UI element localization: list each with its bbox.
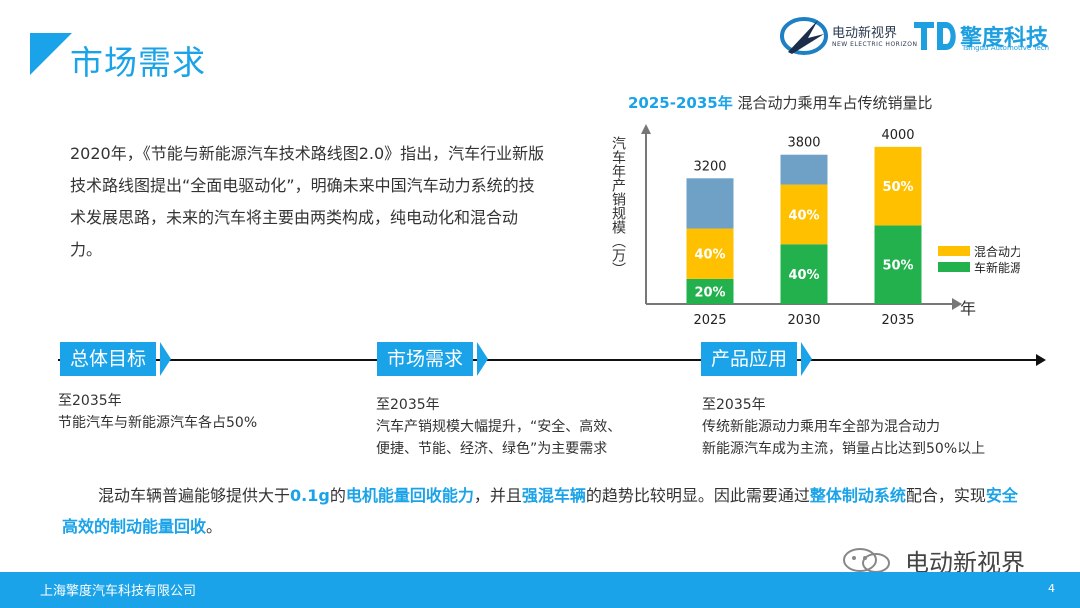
intro-paragraph: 2020年，《节能与新能源汽车技术路线图2.0》指出，汽车行业新版技术路线图提出… (70, 144, 545, 259)
page-title: 市场需求 (70, 43, 206, 82)
company-logo-name: 擎度科技 (960, 26, 1049, 51)
bar-data-label: 50% (882, 180, 913, 195)
legend-label: 车新能源汽车 (974, 260, 1020, 275)
bar-data-label: 20% (694, 285, 725, 300)
bar-total-label: 4000 (881, 128, 914, 143)
text-run: ，并且 (473, 486, 522, 505)
y-axis-label: 汽车年产销规模（万） (610, 136, 626, 276)
timeline-tag-product-application: 产品应用 (701, 342, 798, 376)
highlight-run: 整体制动系统 (809, 486, 906, 505)
timeline-tag-market-demand: 市场需求 (377, 342, 474, 376)
x-tick-label: 2025 (693, 313, 726, 328)
timeline-block-product-application: 至2035年 传统新能源动力乘用车全部为混合动力 新能源汽车成为主流，销量占比达… (702, 394, 985, 460)
stacked-bar-chart: 年 汽车年产销规模（万） 20% 40% 3200 2025 40% 40% 3800 2030 5… (610, 124, 1020, 328)
block-line: 便捷、节能、经济、绿色”为主要需求 (376, 441, 608, 457)
bar-segment (686, 178, 734, 229)
bar-total-label: 3200 (693, 159, 726, 174)
highlight-run: 安全高效的制动能量回收 (62, 486, 1018, 536)
bar-segment (780, 244, 828, 304)
td-logo-icon (914, 22, 956, 50)
bar-segment (686, 278, 734, 304)
bar-segment (686, 228, 734, 279)
electric-horizon-logo-icon (780, 17, 828, 55)
text-run: 的趋势比较明显。因此需要通过 (585, 486, 810, 505)
highlight-run: 0.1g (290, 486, 330, 505)
bar-data-label: 40% (788, 268, 819, 283)
y-axis-arrow-icon (641, 124, 651, 134)
x-tick-label: 2030 (787, 313, 820, 328)
chart-title-years: 2025-2035年 (628, 94, 733, 112)
logo-name: 电动新视界 (832, 26, 898, 41)
text-run: 混动车辆普遍能够提供大于 (98, 486, 291, 505)
block-year: 至2035年 (702, 397, 766, 413)
timeline-line (58, 359, 1038, 361)
tag-arrow-decoration (160, 342, 171, 376)
highlight-run: 强混车辆 (521, 486, 586, 505)
highlight-run: 电机能量回收能力 (345, 486, 474, 505)
legend-swatch (938, 246, 970, 256)
block-line: 汽车产销规模大幅提升，“安全、高效、 (376, 419, 622, 435)
block-line: 传统新能源动力乘用车全部为混合动力 (702, 419, 940, 435)
block-line: 新能源汽车成为主流，销量占比达到50%以上 (702, 441, 986, 457)
title-triangle-decoration (30, 33, 72, 75)
x-axis-label: 年 (960, 299, 976, 318)
bar-data-label: 40% (788, 208, 819, 223)
wechat-icon (843, 548, 890, 573)
company-logo-subtitle: Tsingdu Automotive Tech (962, 44, 1050, 52)
bar-data-label: 40% (694, 248, 725, 263)
timeline-tag-overall-goal: 总体目标 (60, 342, 157, 376)
block-year: 至2035年 (376, 397, 440, 413)
footer-bar (0, 572, 1080, 608)
text-run: 。 (206, 517, 223, 536)
bar-data-label: 50% (882, 259, 913, 274)
summary-paragraph: 混动车辆普遍能够提供大于0.1g的电机能量回收能力，并且强混车辆的趋势比较明显。… (62, 480, 1032, 542)
bar-total-label: 3800 (787, 136, 820, 151)
timeline-block-overall-goal: 至2035年 节能汽车与新能源汽车各占50% (58, 390, 257, 434)
bar-segment (780, 154, 828, 185)
text-run: 的 (329, 486, 346, 505)
tag-arrow-decoration (801, 342, 812, 376)
footer-company: 上海擎度汽车科技有限公司 (40, 584, 197, 599)
block-line: 节能汽车与新能源汽车各占50% (58, 415, 258, 431)
bar-segment (780, 184, 828, 245)
text-run: 配合，实现 (905, 486, 986, 505)
page-number: 4 (1048, 582, 1055, 595)
timeline-arrow-icon (1036, 354, 1046, 366)
legend-swatch (938, 262, 970, 272)
block-year: 至2035年 (58, 393, 122, 409)
bar-segment (874, 225, 922, 304)
bar-segment (874, 146, 922, 226)
tag-arrow-decoration (477, 342, 488, 376)
legend-label: 混合动力乘用 (974, 244, 1020, 259)
chart-title-text: 混合动力乘用车占传统销量比 (737, 94, 933, 112)
chart-title: 2025-2035年 混合动力乘用车占传统销量比 (628, 92, 933, 113)
logo-subtitle: NEW ELECTRIC HORIZON (832, 41, 918, 48)
x-tick-label: 2035 (881, 313, 914, 328)
x-axis-arrow-icon (952, 298, 962, 310)
timeline-block-market-demand: 至2035年 汽车产销规模大幅提升，“安全、高效、 便捷、节能、经济、绿色”为主… (376, 394, 621, 460)
